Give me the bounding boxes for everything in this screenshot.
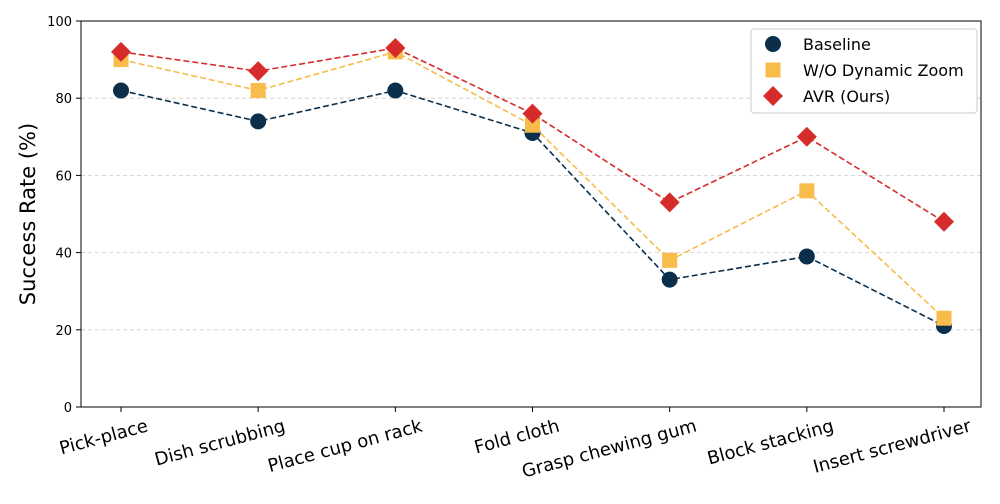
data-point-avr-ours — [111, 41, 131, 62]
x-tick-label: Place cup on rack — [266, 415, 426, 477]
legend-label-avr-ours: AVR (Ours) — [803, 87, 890, 106]
data-point-w-o-dynamic-zoom — [250, 82, 266, 98]
data-point-avr-ours — [659, 192, 680, 213]
data-point-avr-ours — [248, 61, 269, 82]
data-point-avr-ours — [796, 126, 817, 147]
data-point-w-o-dynamic-zoom — [525, 117, 540, 133]
legend: Baseline W/O Dynamic Zoom AVR (Ours) — [750, 28, 978, 114]
y-axis-label: Success Rate (%) — [16, 123, 40, 305]
data-point-avr-ours — [522, 103, 543, 124]
data-point-baseline — [387, 82, 404, 99]
series-layer — [111, 38, 954, 334]
y-tick-label: 100 — [47, 15, 72, 30]
legend-label-w-o-dynamic-zoom: W/O Dynamic Zoom — [803, 61, 964, 80]
legend-label-baseline: Baseline — [803, 35, 871, 54]
y-tick-label: 20 — [55, 324, 72, 339]
y-tick-label: 60 — [55, 169, 72, 184]
data-point-avr-ours — [934, 211, 954, 232]
series-avr-ours — [111, 38, 954, 232]
legend-item-baseline: Baseline — [765, 35, 871, 54]
y-tick-label: 80 — [55, 92, 72, 107]
data-point-w-o-dynamic-zoom — [936, 310, 952, 326]
y-tick-label: 40 — [55, 247, 72, 262]
x-tick-label: Fold cloth — [472, 416, 562, 459]
data-point-baseline — [113, 82, 129, 99]
x-tick-label: Insert screwdriver — [811, 415, 974, 477]
y-tick-label: 0 — [64, 401, 72, 416]
legend-marker-w-o-dynamic-zoom — [765, 62, 781, 78]
legend-marker-baseline — [765, 36, 781, 52]
legend-item-w-o-dynamic-zoom: W/O Dynamic Zoom — [765, 61, 964, 80]
legend-item-avr-ours: AVR (Ours) — [763, 86, 890, 106]
data-point-baseline — [250, 113, 267, 130]
x-tick-label: Pick-place — [57, 416, 150, 460]
data-point-baseline — [798, 248, 815, 265]
data-point-avr-ours — [385, 38, 406, 59]
data-point-w-o-dynamic-zoom — [662, 252, 678, 268]
legend-box — [750, 28, 978, 114]
data-point-baseline — [661, 271, 678, 288]
data-point-w-o-dynamic-zoom — [799, 183, 815, 199]
legend-marker-avr-ours — [763, 86, 783, 106]
y-ticks: 0 20 40 60 80 100 — [47, 15, 81, 416]
axes-layer — [80, 20, 982, 408]
plot-frame — [80, 20, 982, 408]
